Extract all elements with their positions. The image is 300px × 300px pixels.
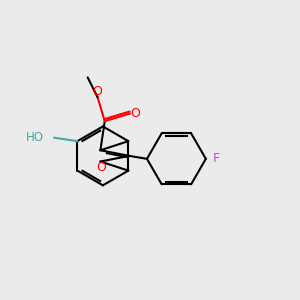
Text: O: O [92,85,102,98]
Text: O: O [96,161,106,175]
Text: F: F [212,152,219,165]
Text: O: O [130,107,140,120]
Text: HO: HO [26,131,44,144]
